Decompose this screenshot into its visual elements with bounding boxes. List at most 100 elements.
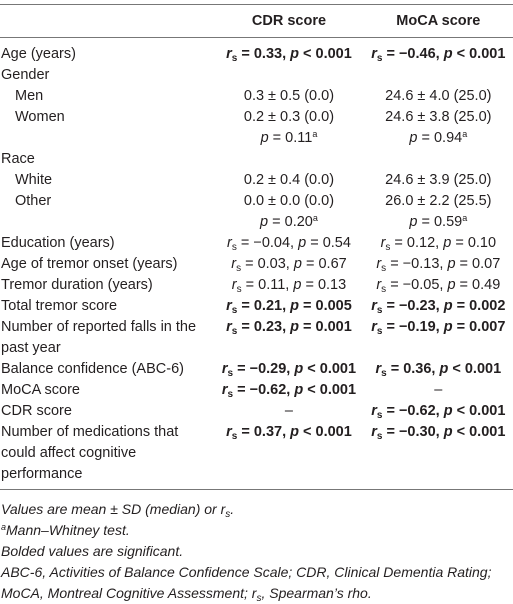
text-run: = −0.05, <box>386 277 448 293</box>
text-run: p <box>293 277 302 293</box>
text-run: < 0.001 <box>303 382 357 398</box>
text-run: s <box>376 431 383 442</box>
value-cell: rs = −0.46, p < 0.001 <box>364 38 513 66</box>
text-run: = −0.04, <box>236 235 299 251</box>
row-label: Men <box>15 88 44 104</box>
text-run: 0.0 ± 0.0 (0.0) <box>243 193 335 209</box>
text-run: 24.6 ± 3.8 (25.0) <box>385 109 492 125</box>
text-run: p <box>409 130 418 146</box>
text-run: = 0.001 <box>299 319 352 335</box>
text-run: 0.2 ± 0.4 (0.0) <box>243 172 335 188</box>
value-cell: 0.2 ± 0.4 (0.0) <box>214 170 363 191</box>
text-run: = −0.62, <box>233 382 295 398</box>
table-row: Race <box>0 149 513 170</box>
text-run: s <box>376 410 383 421</box>
text-run: s <box>236 263 242 274</box>
text-run: , Spearman’s rho. <box>261 585 372 601</box>
text-run: < 0.001 <box>299 46 352 62</box>
text-run: p <box>294 382 304 398</box>
value-cell: 0.3 ± 0.5 (0.0) <box>214 86 363 107</box>
row-label: Age (years) <box>1 46 76 62</box>
text-run: r <box>371 319 377 335</box>
row-label: CDR score <box>1 403 72 419</box>
text-run: r <box>376 256 382 272</box>
value-cell: rs = −0.04, p = 0.54 <box>214 233 363 254</box>
text-run: r <box>371 424 377 440</box>
text-run: = 0.94 <box>417 130 463 146</box>
text-run: = 0.11, <box>241 277 294 293</box>
table-row: Age of tremor onset (years) rs = 0.03, p … <box>0 254 513 275</box>
table-row: White 0.2 ± 0.4 (0.0) 24.6 ± 3.9 (25.0) <box>0 170 513 191</box>
table-row: p = 0.11a p = 0.94a <box>0 128 513 149</box>
text-run: = 0.007 <box>452 319 506 335</box>
value-cell: p = 0.20a <box>214 212 363 233</box>
row-label: Other <box>15 193 52 209</box>
text-run: p <box>443 319 453 335</box>
value-cell: 24.6 ± 4.0 (25.0) <box>364 86 513 107</box>
text-run: < 0.001 <box>299 424 352 440</box>
text-run: s <box>231 53 238 64</box>
text-run: p <box>260 130 269 146</box>
text-run: r <box>221 361 228 377</box>
text-run: r <box>226 298 232 314</box>
text-run: ABC-6, Activities of Balance Confidence … <box>1 564 492 601</box>
text-run: = 0.03, <box>241 256 294 272</box>
text-run: r <box>221 382 228 398</box>
text-run: Bolded values are significant. <box>1 543 184 559</box>
text-run: p <box>447 256 456 272</box>
value-cell: rs = −0.23, p = 0.002 <box>364 296 513 317</box>
text-run: = 0.67 <box>301 256 347 272</box>
value-cell: – <box>364 380 513 401</box>
text-run: = 0.005 <box>299 298 352 314</box>
text-run: s <box>225 509 231 520</box>
text-run: 24.6 ± 3.9 (25.0) <box>385 172 492 188</box>
value-cell: rs = 0.37, p < 0.001 <box>214 422 364 490</box>
text-run: s <box>231 242 237 253</box>
text-run: s <box>376 53 383 64</box>
text-run: r <box>231 256 237 272</box>
table-row: Men 0.3 ± 0.5 (0.0) 24.6 ± 4.0 (25.0) <box>0 86 513 107</box>
text-run: r <box>375 361 382 377</box>
text-run: = 0.10 <box>451 235 497 251</box>
header-row: CDR score MoCA score <box>0 4 513 38</box>
value-cell: rs = 0.33, p < 0.001 <box>214 38 363 66</box>
row-label: Race <box>1 151 35 167</box>
text-run: = 0.49 <box>455 277 501 293</box>
text-run: 26.0 ± 2.2 (25.5) <box>385 193 492 209</box>
value-cell: rs = 0.23, p = 0.001 <box>214 317 363 359</box>
value-cell: p = 0.59a <box>364 212 513 233</box>
text-run: a <box>462 213 468 223</box>
text-run: p <box>439 361 449 377</box>
footnote: Values are mean ± SD (median) or rs. <box>1 499 511 520</box>
row-label: Number of reported falls in the past yea… <box>1 319 197 356</box>
text-run: < 0.001 <box>452 403 506 419</box>
value-cell: rs = 0.36, p < 0.001 <box>364 359 513 380</box>
value-cell: rs = 0.03, p = 0.67 <box>214 254 363 275</box>
text-run: = 0.23, <box>237 319 291 335</box>
table-row: Number of reported falls in the past yea… <box>0 317 513 359</box>
row-label: Balance confidence (ABC-6) <box>1 361 184 377</box>
table-row: CDR score – rs = −0.62, p < 0.001 <box>0 401 513 422</box>
text-run: p <box>409 214 418 230</box>
table-row: Women 0.2 ± 0.3 (0.0) 24.6 ± 3.8 (25.0) <box>0 107 513 128</box>
text-run: s <box>231 305 238 316</box>
text-run: p <box>290 298 299 314</box>
value-cell: rs = 0.21, p = 0.005 <box>214 296 363 317</box>
text-run: r <box>231 277 237 293</box>
value-cell: p = 0.94a <box>364 128 513 149</box>
value-cell: 24.6 ± 3.9 (25.0) <box>364 170 513 191</box>
value-cell <box>364 149 513 170</box>
text-run: s <box>385 242 391 253</box>
row-label: Total tremor score <box>1 298 118 314</box>
table-row: p = 0.20a p = 0.59a <box>0 212 513 233</box>
table-row: MoCA score rs = −0.62, p < 0.001 – <box>0 380 513 401</box>
text-run: Values are mean ± SD (median) or r <box>1 501 226 517</box>
text-run: < 0.001 <box>448 361 502 377</box>
text-run: = 0.33, <box>237 46 291 62</box>
value-cell: rs = 0.12, p = 0.10 <box>364 233 513 254</box>
text-run: = 0.21, <box>237 298 291 314</box>
text-run: p <box>443 46 453 62</box>
table-row: Age (years) rs = 0.33, p < 0.001 rs = −0.4… <box>0 38 513 66</box>
page: CDR score MoCA score Age (years) rs = 0.3… <box>0 4 513 604</box>
footnote: Bolded values are significant. <box>1 541 511 562</box>
